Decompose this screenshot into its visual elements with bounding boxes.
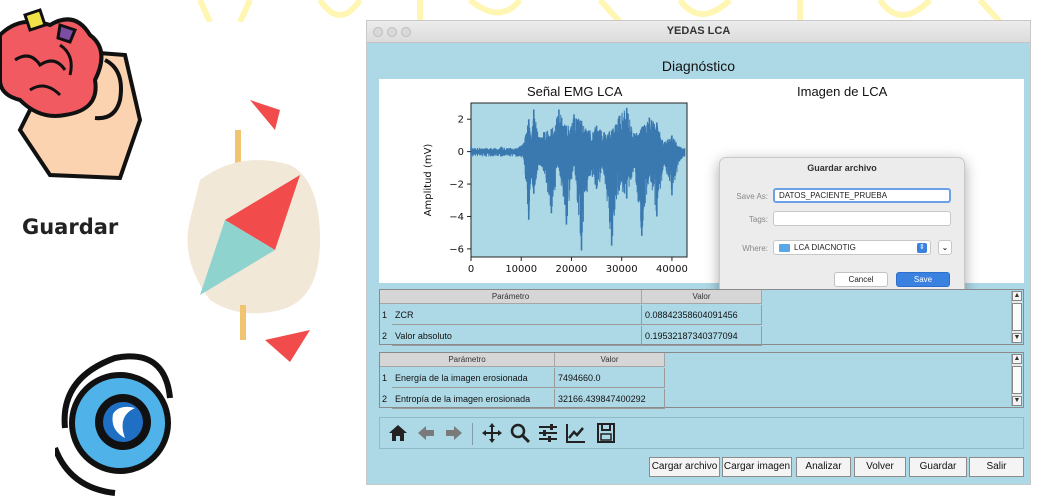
x-tick-label: 10000	[505, 264, 537, 275]
cancel-button[interactable]: Cancel	[834, 272, 888, 287]
analyze-button[interactable]: Analizar	[796, 457, 851, 477]
row-number: 2	[382, 394, 388, 404]
load-file-button[interactable]: Cargar archivo	[649, 457, 720, 477]
home-icon[interactable]	[386, 421, 410, 445]
signal-parameters-table: Parámetro Valor 1 ZCR 0.0884235860409145…	[379, 289, 1024, 346]
image-plot-title: Imagen de LCA	[797, 84, 888, 99]
abstract-shapes-illustration	[187, 100, 320, 362]
save-as-input[interactable]: DATOS_PACIENTE_PRUEBA	[773, 188, 951, 203]
save-data-button[interactable]: Guardar	[909, 457, 967, 477]
table-cell-param[interactable]: Energía de la imagen erosionada	[392, 368, 555, 388]
scroll-down-icon[interactable]: ▼	[1012, 396, 1022, 406]
save-as-label: Save As:	[736, 192, 768, 201]
expand-dialog-button[interactable]: ⌄	[938, 240, 952, 255]
zoom-window-button[interactable]	[401, 27, 411, 37]
x-tick-label: 40000	[656, 264, 688, 275]
plot-navigation-toolbar	[379, 417, 1024, 449]
y-tick-label: −6	[449, 244, 464, 255]
row-number: 2	[382, 331, 388, 341]
folder-icon	[779, 244, 790, 252]
scroll-thumb[interactable]	[1012, 303, 1022, 331]
tags-label: Tags:	[748, 215, 768, 224]
zoom-icon[interactable]	[508, 421, 532, 445]
table2-scrollbar[interactable]: ▲ ▼	[1011, 354, 1022, 406]
select-arrows-icon: ⇕	[917, 243, 927, 253]
column-header-valor: Valor	[642, 290, 762, 304]
close-window-button[interactable]	[373, 27, 383, 37]
y-axis-label: Amplitud (mV)	[423, 144, 434, 217]
pan-move-icon[interactable]	[480, 421, 504, 445]
exit-button[interactable]: Salir	[969, 457, 1024, 477]
where-select[interactable]: LCA DIACNOTIG ⇕	[773, 240, 931, 255]
row-number: 1	[382, 373, 388, 383]
image-parameters-table: Parámetro Valor 1 Energía de la imagen e…	[379, 352, 1024, 409]
x-tick-label: 20000	[556, 264, 588, 275]
figure-canvas[interactable]: Señal EMG LCA Imagen de LCA 0 10000 20000 3…	[379, 79, 1024, 303]
app-window: YEDAS LCA Diagnóstico Señal EMG LCA Imag…	[366, 20, 1031, 485]
scroll-up-icon[interactable]: ▲	[1012, 291, 1022, 301]
y-tick-label: 2	[458, 115, 464, 126]
save-button[interactable]: Save	[896, 272, 950, 287]
scroll-down-icon[interactable]: ▼	[1012, 333, 1022, 343]
emg-signal-chart: 0 10000 20000 30000 40000 2 0 −2 −4 −6 Amplitud (m…	[423, 102, 688, 275]
table-cell-param[interactable]: Valor absoluto	[392, 326, 642, 346]
back-arrow-icon[interactable]	[414, 421, 438, 445]
table-cell-value[interactable]: 0.19532187340377094	[642, 326, 762, 346]
y-tick-label: 0	[458, 147, 464, 158]
window-title: YEDAS LCA	[666, 25, 731, 37]
y-tick-label: −2	[449, 180, 464, 191]
save-figure-icon[interactable]	[594, 421, 618, 445]
slide-watermark	[0, 0, 1041, 22]
x-tick-label: 30000	[606, 264, 638, 275]
page-title: Diagnóstico	[661, 58, 736, 74]
eye-illustration	[55, 353, 173, 496]
where-label: Where:	[742, 244, 768, 253]
toolbar-separator	[472, 423, 473, 445]
table-cell-value[interactable]: 7494660.0	[555, 368, 665, 388]
slide-caption: Guardar	[22, 215, 119, 239]
x-tick-label: 0	[468, 264, 474, 275]
save-file-dialog: Guardar archivo Save As: DATOS_PACIENTE_…	[719, 157, 965, 303]
forward-arrow-icon[interactable]	[442, 421, 466, 445]
table1-scrollbar[interactable]: ▲ ▼	[1011, 291, 1022, 343]
scroll-up-icon[interactable]: ▲	[1012, 354, 1022, 364]
table-cell-value[interactable]: 32166.439847400292	[555, 389, 665, 409]
brain-hand-illustration	[0, 8, 143, 180]
minimize-window-button[interactable]	[387, 27, 397, 37]
column-header-valor: Valor	[555, 353, 665, 367]
configure-subplots-icon[interactable]	[536, 421, 560, 445]
title-bar: YEDAS LCA	[367, 21, 1030, 43]
table-cell-value[interactable]: 0.08842358604091456	[642, 305, 762, 325]
table-cell-param[interactable]: Entropía de la imagen erosionada	[392, 389, 555, 409]
table-cell-param[interactable]: ZCR	[392, 305, 642, 325]
row-number: 1	[382, 310, 388, 320]
chevron-down-icon: ⌄	[941, 243, 949, 252]
column-header-parametro: Parámetro	[380, 353, 555, 367]
back-button[interactable]: Volver	[854, 457, 906, 477]
dialog-title: Guardar archivo	[807, 163, 877, 173]
scroll-thumb[interactable]	[1012, 366, 1022, 394]
y-tick-label: −4	[449, 212, 464, 223]
edit-axis-icon[interactable]	[564, 421, 588, 445]
load-image-button[interactable]: Cargar imagen	[722, 457, 792, 477]
tags-input[interactable]	[773, 211, 951, 226]
emg-plot-title: Señal EMG LCA	[527, 84, 623, 99]
where-select-value: LCA DIACNOTIG	[794, 243, 856, 252]
column-header-parametro: Parámetro	[380, 290, 642, 304]
